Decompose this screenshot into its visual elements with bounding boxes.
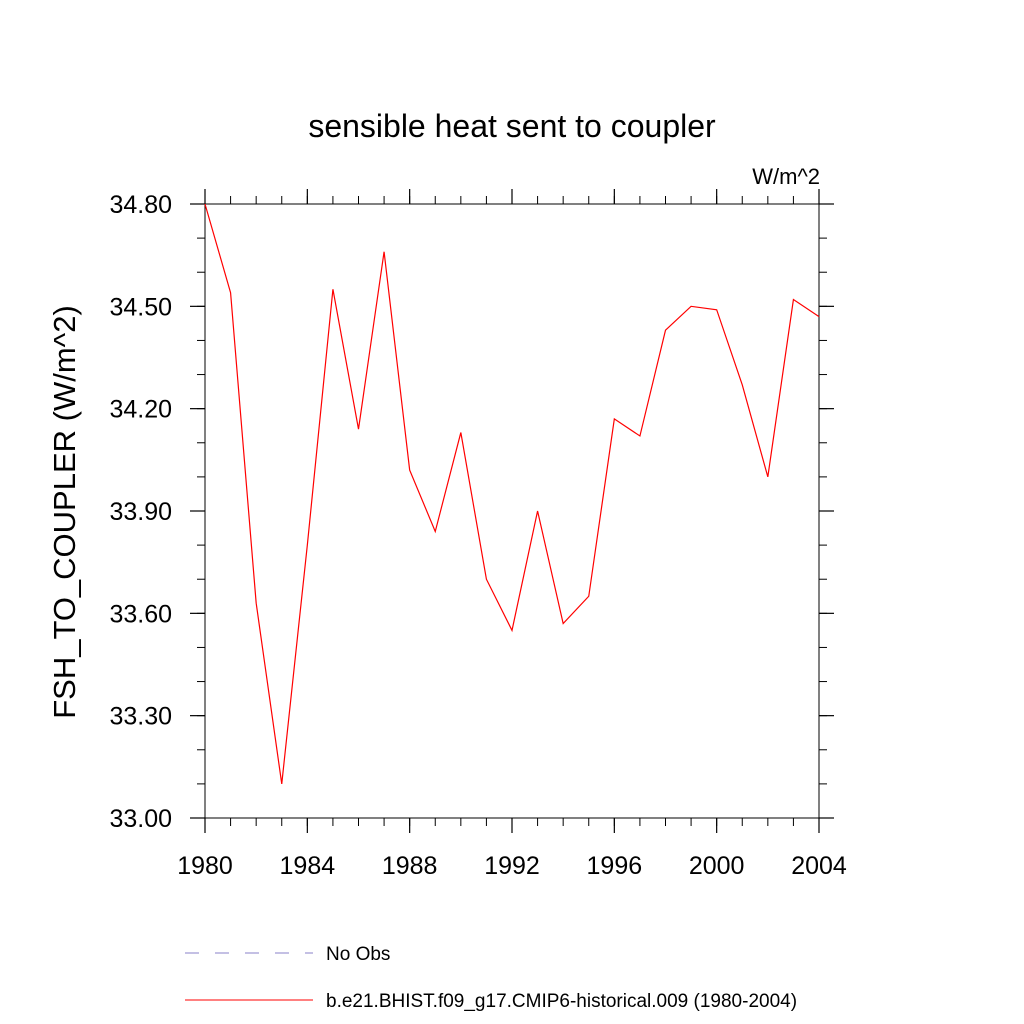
y-tick-label: 34.80 (109, 191, 172, 219)
units-label: W/m^2 (752, 164, 820, 189)
legend-label-0: No Obs (326, 944, 390, 965)
x-tick-labels: 1980 1984 1988 1992 1996 2000 2004 (177, 852, 847, 880)
y-tick-label: 33.90 (109, 498, 172, 526)
x-tick-label: 1988 (382, 852, 438, 880)
major-ticks (190, 189, 834, 833)
y-tick-label: 33.60 (109, 600, 172, 628)
series-layer (204, 203, 820, 784)
x-tick-label: 1996 (587, 852, 643, 880)
x-tick-label: 2000 (689, 852, 745, 880)
chart-title: sensible heat sent to coupler (308, 108, 716, 144)
minor-ticks (197, 196, 827, 826)
x-tick-label: 1980 (177, 852, 233, 880)
legend-label-1: b.e21.BHIST.f09_g17.CMIP6-historical.009… (326, 991, 797, 1012)
x-tick-label: 2004 (791, 852, 847, 880)
series-line-0 (204, 203, 820, 784)
y-tick-label: 33.30 (109, 703, 172, 731)
y-tick-label: 34.50 (109, 293, 172, 321)
legend: No Obs b.e21.BHIST.f09_g17.CMIP6-historic… (185, 944, 797, 1012)
y-tick-label: 34.20 (109, 396, 172, 424)
y-tick-label: 33.00 (109, 805, 172, 833)
y-tick-labels: 33.00 33.30 33.60 33.90 34.20 34.50 34.80 (109, 191, 172, 833)
x-tick-label: 1992 (484, 852, 540, 880)
x-tick-label: 1984 (280, 852, 336, 880)
y-axis-label: FSH_TO_COUPLER (W/m^2) (47, 305, 82, 719)
plot-area-frame (204, 203, 820, 819)
